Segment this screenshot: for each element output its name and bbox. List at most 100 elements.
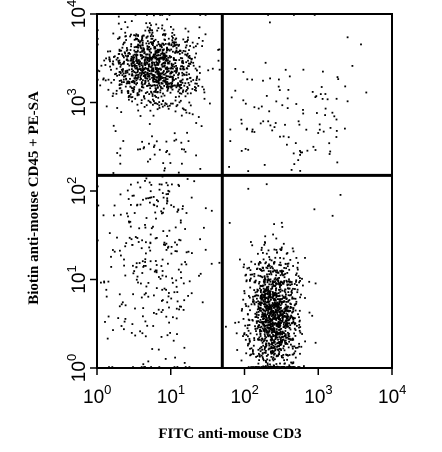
data-point-pop-0 — [155, 81, 158, 84]
data-point-pop-3 — [228, 166, 230, 168]
data-point-pop-1 — [278, 264, 281, 266]
data-point-pop-1 — [252, 349, 254, 351]
data-point-pop-1 — [274, 313, 277, 316]
data-point-pop-0 — [148, 54, 151, 57]
y-tick-label: 103 — [64, 88, 90, 116]
data-point-pop-2 — [132, 272, 135, 275]
data-point-pop-1 — [287, 337, 290, 340]
data-point-pop-1 — [268, 330, 270, 332]
data-point-pop-2 — [119, 193, 122, 196]
data-point-pop-0 — [154, 38, 157, 41]
data-point-pop-1 — [282, 313, 284, 316]
data-point-pop-0 — [195, 122, 198, 124]
data-point-pop-0 — [149, 78, 151, 81]
data-point-pop-0 — [133, 49, 136, 52]
data-point-pop-1 — [295, 279, 298, 282]
data-point-pop-3 — [302, 109, 304, 111]
data-point-pop-1 — [276, 333, 279, 336]
data-point-pop-3 — [302, 112, 305, 115]
data-point-pop-0 — [137, 43, 139, 46]
data-point-pop-3 — [242, 71, 245, 73]
data-point-pop-0 — [140, 69, 142, 72]
data-point-pop-1 — [267, 342, 270, 345]
data-point-pop-1 — [273, 294, 276, 297]
data-point-pop-1 — [252, 353, 255, 355]
data-point-pop-0 — [131, 65, 133, 68]
data-point-pop-2 — [150, 184, 153, 186]
data-point-pop-0 — [138, 90, 141, 93]
data-point-pop-0 — [152, 78, 155, 81]
data-point-pop-1 — [270, 320, 272, 323]
data-point-pop-0 — [169, 91, 172, 94]
data-point-pop-1 — [252, 298, 255, 301]
data-point-pop-2 — [218, 261, 221, 264]
data-point-pop-3 — [316, 112, 318, 114]
data-point-pop-1 — [287, 315, 290, 318]
data-point-pop-0 — [148, 63, 151, 66]
data-point-pop-0 — [170, 72, 172, 75]
data-point-pop-0 — [159, 45, 162, 48]
data-point-pop-1 — [270, 339, 273, 342]
data-point-pop-1 — [273, 269, 276, 272]
data-point-pop-2 — [145, 241, 147, 244]
data-point-pop-1 — [241, 308, 243, 310]
data-point-pop-1 — [260, 346, 263, 349]
data-point-pop-1 — [270, 347, 272, 349]
data-point-pop-2 — [125, 242, 128, 244]
data-point-pop-3 — [320, 86, 323, 88]
data-point-pop-3 — [335, 130, 338, 132]
data-point-pop-0 — [149, 41, 152, 44]
data-point-pop-1 — [266, 333, 269, 336]
data-point-pop-3 — [244, 102, 247, 105]
data-point-pop-1 — [276, 271, 279, 274]
data-point-pop-2 — [120, 303, 123, 306]
data-point-pop-0 — [157, 50, 160, 53]
data-point-pop-1 — [265, 266, 268, 269]
data-point-pop-1 — [282, 347, 285, 350]
data-point-pop-0 — [160, 82, 163, 85]
data-point-pop-2 — [162, 230, 165, 232]
data-point-pop-0 — [159, 91, 162, 94]
data-point-pop-3 — [287, 89, 290, 91]
data-point-pop-0 — [133, 53, 136, 56]
data-point-pop-0 — [148, 58, 151, 61]
data-point-pop-1 — [270, 296, 272, 299]
data-point-pop-0 — [144, 67, 147, 69]
data-point-pop-3 — [245, 128, 248, 131]
data-point-pop-0 — [150, 66, 152, 69]
data-point-pop-2 — [164, 167, 166, 170]
data-point-pop-2 — [123, 328, 125, 331]
data-point-pop-1 — [283, 297, 286, 299]
data-point-pop-0 — [149, 29, 152, 31]
data-point-pop-1 — [234, 321, 237, 324]
data-point-pop-2 — [134, 307, 136, 310]
data-point-pop-0 — [145, 53, 147, 56]
data-point-pop-0 — [194, 56, 196, 59]
data-point-pop-0 — [133, 66, 136, 68]
data-point-pop-3 — [267, 120, 270, 123]
data-point-pop-1 — [278, 283, 280, 286]
data-point-pop-0 — [164, 55, 167, 58]
data-point-pop-0 — [148, 22, 151, 24]
data-point-pop-0 — [133, 86, 136, 88]
data-point-pop-1 — [274, 338, 277, 341]
data-point-pop-0 — [138, 59, 140, 61]
data-point-pop-0 — [175, 86, 178, 89]
data-point-pop-1 — [278, 307, 281, 310]
data-point-pop-0 — [155, 54, 158, 57]
data-point-pop-1 — [291, 338, 294, 341]
data-point-pop-0 — [172, 63, 175, 66]
data-point-pop-1 — [297, 313, 299, 316]
data-point-pop-1 — [267, 270, 270, 272]
data-point-pop-0 — [149, 87, 152, 90]
data-point-pop-0 — [188, 49, 190, 51]
data-point-pop-1 — [263, 324, 266, 327]
data-point-pop-2 — [183, 148, 185, 151]
data-point-pop-1 — [248, 296, 251, 299]
data-point-pop-0 — [133, 61, 135, 63]
data-point-pop-1 — [292, 250, 295, 253]
data-point-pop-1 — [286, 326, 288, 328]
data-point-pop-1 — [280, 249, 282, 251]
data-point-pop-1 — [278, 314, 280, 317]
data-point-pop-2 — [165, 249, 168, 251]
